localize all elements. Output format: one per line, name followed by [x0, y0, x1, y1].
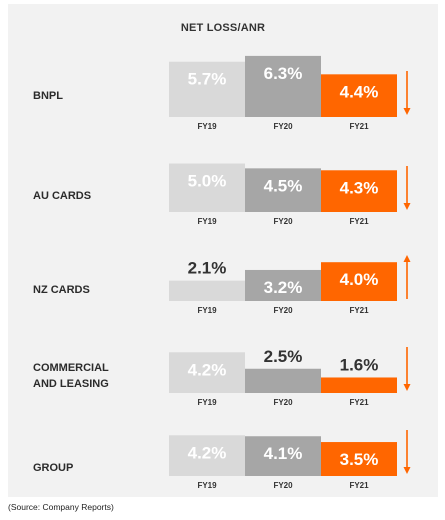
bar-nz-cards-fy20 [245, 269, 321, 301]
row-label-bnpl: BNPL [33, 90, 63, 102]
row-label-nz-cards: NZ CARDS [33, 284, 90, 296]
bar-group-fy19 [169, 435, 245, 476]
trend-arrow-nz-cards-head-up [403, 255, 411, 262]
category-label-commercial-and-leasing-fy20: FY20 [273, 398, 293, 407]
value-label-au-cards-fy21: 4.3% [340, 178, 379, 197]
category-label-group-fy21: FY21 [349, 481, 369, 490]
value-label-au-cards-fy20: 4.5% [264, 176, 303, 195]
category-label-commercial-and-leasing-fy21: FY21 [349, 398, 369, 407]
value-label-nz-cards-fy21: 4.0% [340, 270, 379, 289]
bar-au-cards-fy19 [169, 163, 245, 212]
row-label-commercial-and-leasing: COMMERCIAL AND LEASING [33, 362, 109, 390]
source-note: (Source: Company Reports) [8, 502, 114, 512]
bar-bnpl-fy20 [245, 55, 321, 117]
trend-arrow-bnpl-head-down [403, 108, 411, 115]
trend-arrow-commercial-and-leasing-head-down [403, 384, 411, 391]
bar-nz-cards-fy21 [321, 262, 397, 301]
value-label-commercial-and-leasing-fy20: 2.5% [264, 347, 303, 366]
value-label-nz-cards-fy20: 3.2% [264, 278, 303, 297]
bar-group-fy20 [245, 436, 321, 476]
category-label-nz-cards-fy20: FY20 [273, 306, 293, 315]
row-label-au-cards: AU CARDS [33, 190, 92, 202]
value-label-commercial-and-leasing-fy21: 1.6% [340, 355, 379, 374]
category-label-au-cards-fy19: FY19 [197, 217, 217, 226]
bar-commercial-and-leasing-fy19 [169, 352, 245, 393]
category-label-group-fy19: FY19 [197, 481, 217, 490]
value-label-bnpl-fy21: 4.4% [340, 82, 379, 101]
category-label-group-fy20: FY20 [273, 481, 293, 490]
category-label-au-cards-fy21: FY21 [349, 217, 369, 226]
bar-commercial-and-leasing-fy21 [321, 377, 397, 393]
value-label-bnpl-fy19: 5.7% [188, 70, 227, 89]
category-label-bnpl-fy20: FY20 [273, 122, 293, 131]
bar-bnpl-fy21 [321, 74, 397, 117]
bar-commercial-and-leasing-fy20 [245, 368, 321, 393]
trend-arrow-group-head-down [403, 467, 411, 474]
bar-bnpl-fy19 [169, 61, 245, 117]
category-label-bnpl-fy19: FY19 [197, 122, 217, 131]
category-label-nz-cards-fy19: FY19 [197, 306, 217, 315]
category-label-nz-cards-fy21: FY21 [349, 306, 369, 315]
value-label-group-fy19: 4.2% [188, 443, 227, 462]
value-label-group-fy21: 3.5% [340, 450, 379, 469]
value-label-group-fy20: 4.1% [264, 444, 303, 463]
chart-title: NET LOSS/ANR [180, 22, 266, 34]
bar-au-cards-fy21 [321, 170, 397, 212]
value-label-bnpl-fy20: 6.3% [264, 64, 303, 83]
category-label-au-cards-fy20: FY20 [273, 217, 293, 226]
category-label-bnpl-fy21: FY21 [349, 122, 369, 131]
trend-arrow-au-cards-head-down [403, 203, 411, 210]
bar-group-fy21 [321, 442, 397, 476]
row-label-group: GROUP [33, 462, 74, 474]
chart-plot: 5.7% FY19 6.3% FY20 4.4% FY21 5.0% FY19 4.5% FY20… [169, 55, 411, 490]
bar-nz-cards-fy19 [169, 280, 245, 301]
value-label-commercial-and-leasing-fy19: 4.2% [188, 360, 227, 379]
value-label-au-cards-fy19: 5.0% [188, 172, 227, 191]
category-label-commercial-and-leasing-fy19: FY19 [197, 398, 217, 407]
bar-au-cards-fy20 [245, 168, 321, 212]
value-label-nz-cards-fy19: 2.1% [188, 259, 227, 278]
